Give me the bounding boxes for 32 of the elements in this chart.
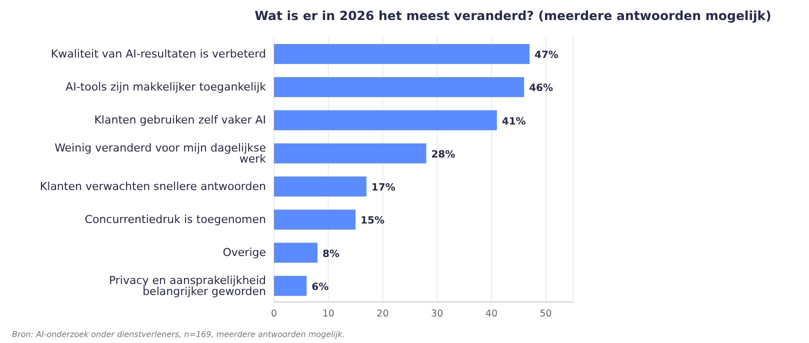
bar	[274, 44, 530, 64]
bar	[274, 210, 356, 230]
x-tick-label: 40	[485, 308, 498, 320]
y-tick-label: Klanten gebruiken zelf vaker AI	[94, 114, 266, 127]
data-label: 8%	[322, 248, 340, 260]
y-tick-label: Kwaliteit van AI-resultaten is verbeterd	[50, 47, 266, 60]
data-label: 15%	[360, 216, 384, 227]
data-label: 17%	[371, 182, 396, 194]
y-tick-label: Overige	[222, 246, 266, 260]
x-tick-label: 50	[540, 308, 552, 320]
x-tick-label: 30	[431, 308, 444, 320]
data-label: 6%	[312, 282, 329, 293]
y-tick-label: Privacy en aansprakelijkheid belangrijker geworden	[108, 274, 266, 298]
text: Bron: AI-onderzoek onder dienstverleners, n=169, meerdere antwoorden mogelijk.	[12, 330, 345, 339]
data-label: 46%	[529, 83, 554, 94]
bar	[274, 176, 366, 196]
y-tick-label: Weinig veranderd voor mijn dagelijkse werk	[54, 141, 267, 166]
bar	[274, 242, 318, 263]
y-tick-label: Concurrentiedruk is toegenomen	[84, 213, 266, 226]
bar	[274, 77, 524, 98]
x-tick-label: 20	[376, 308, 389, 320]
chart-title: Wat is er in 2026 het meest veranderd? (meerdere antwoorden mogelijk)	[254, 8, 772, 23]
data-label: 28%	[431, 149, 456, 160]
bar	[274, 143, 426, 164]
bar	[274, 276, 307, 296]
y-tick-label: AI-tools zijn makkelijker toegankelijk	[66, 80, 267, 94]
data-label: 41%	[502, 116, 526, 128]
y-tick-label: Klanten verwachten snellere antwoorden	[40, 180, 266, 193]
x-tick-label: 0	[270, 308, 278, 320]
data-label: 47%	[534, 50, 558, 61]
x-tick-label: 10	[322, 308, 334, 320]
bar	[274, 110, 497, 130]
